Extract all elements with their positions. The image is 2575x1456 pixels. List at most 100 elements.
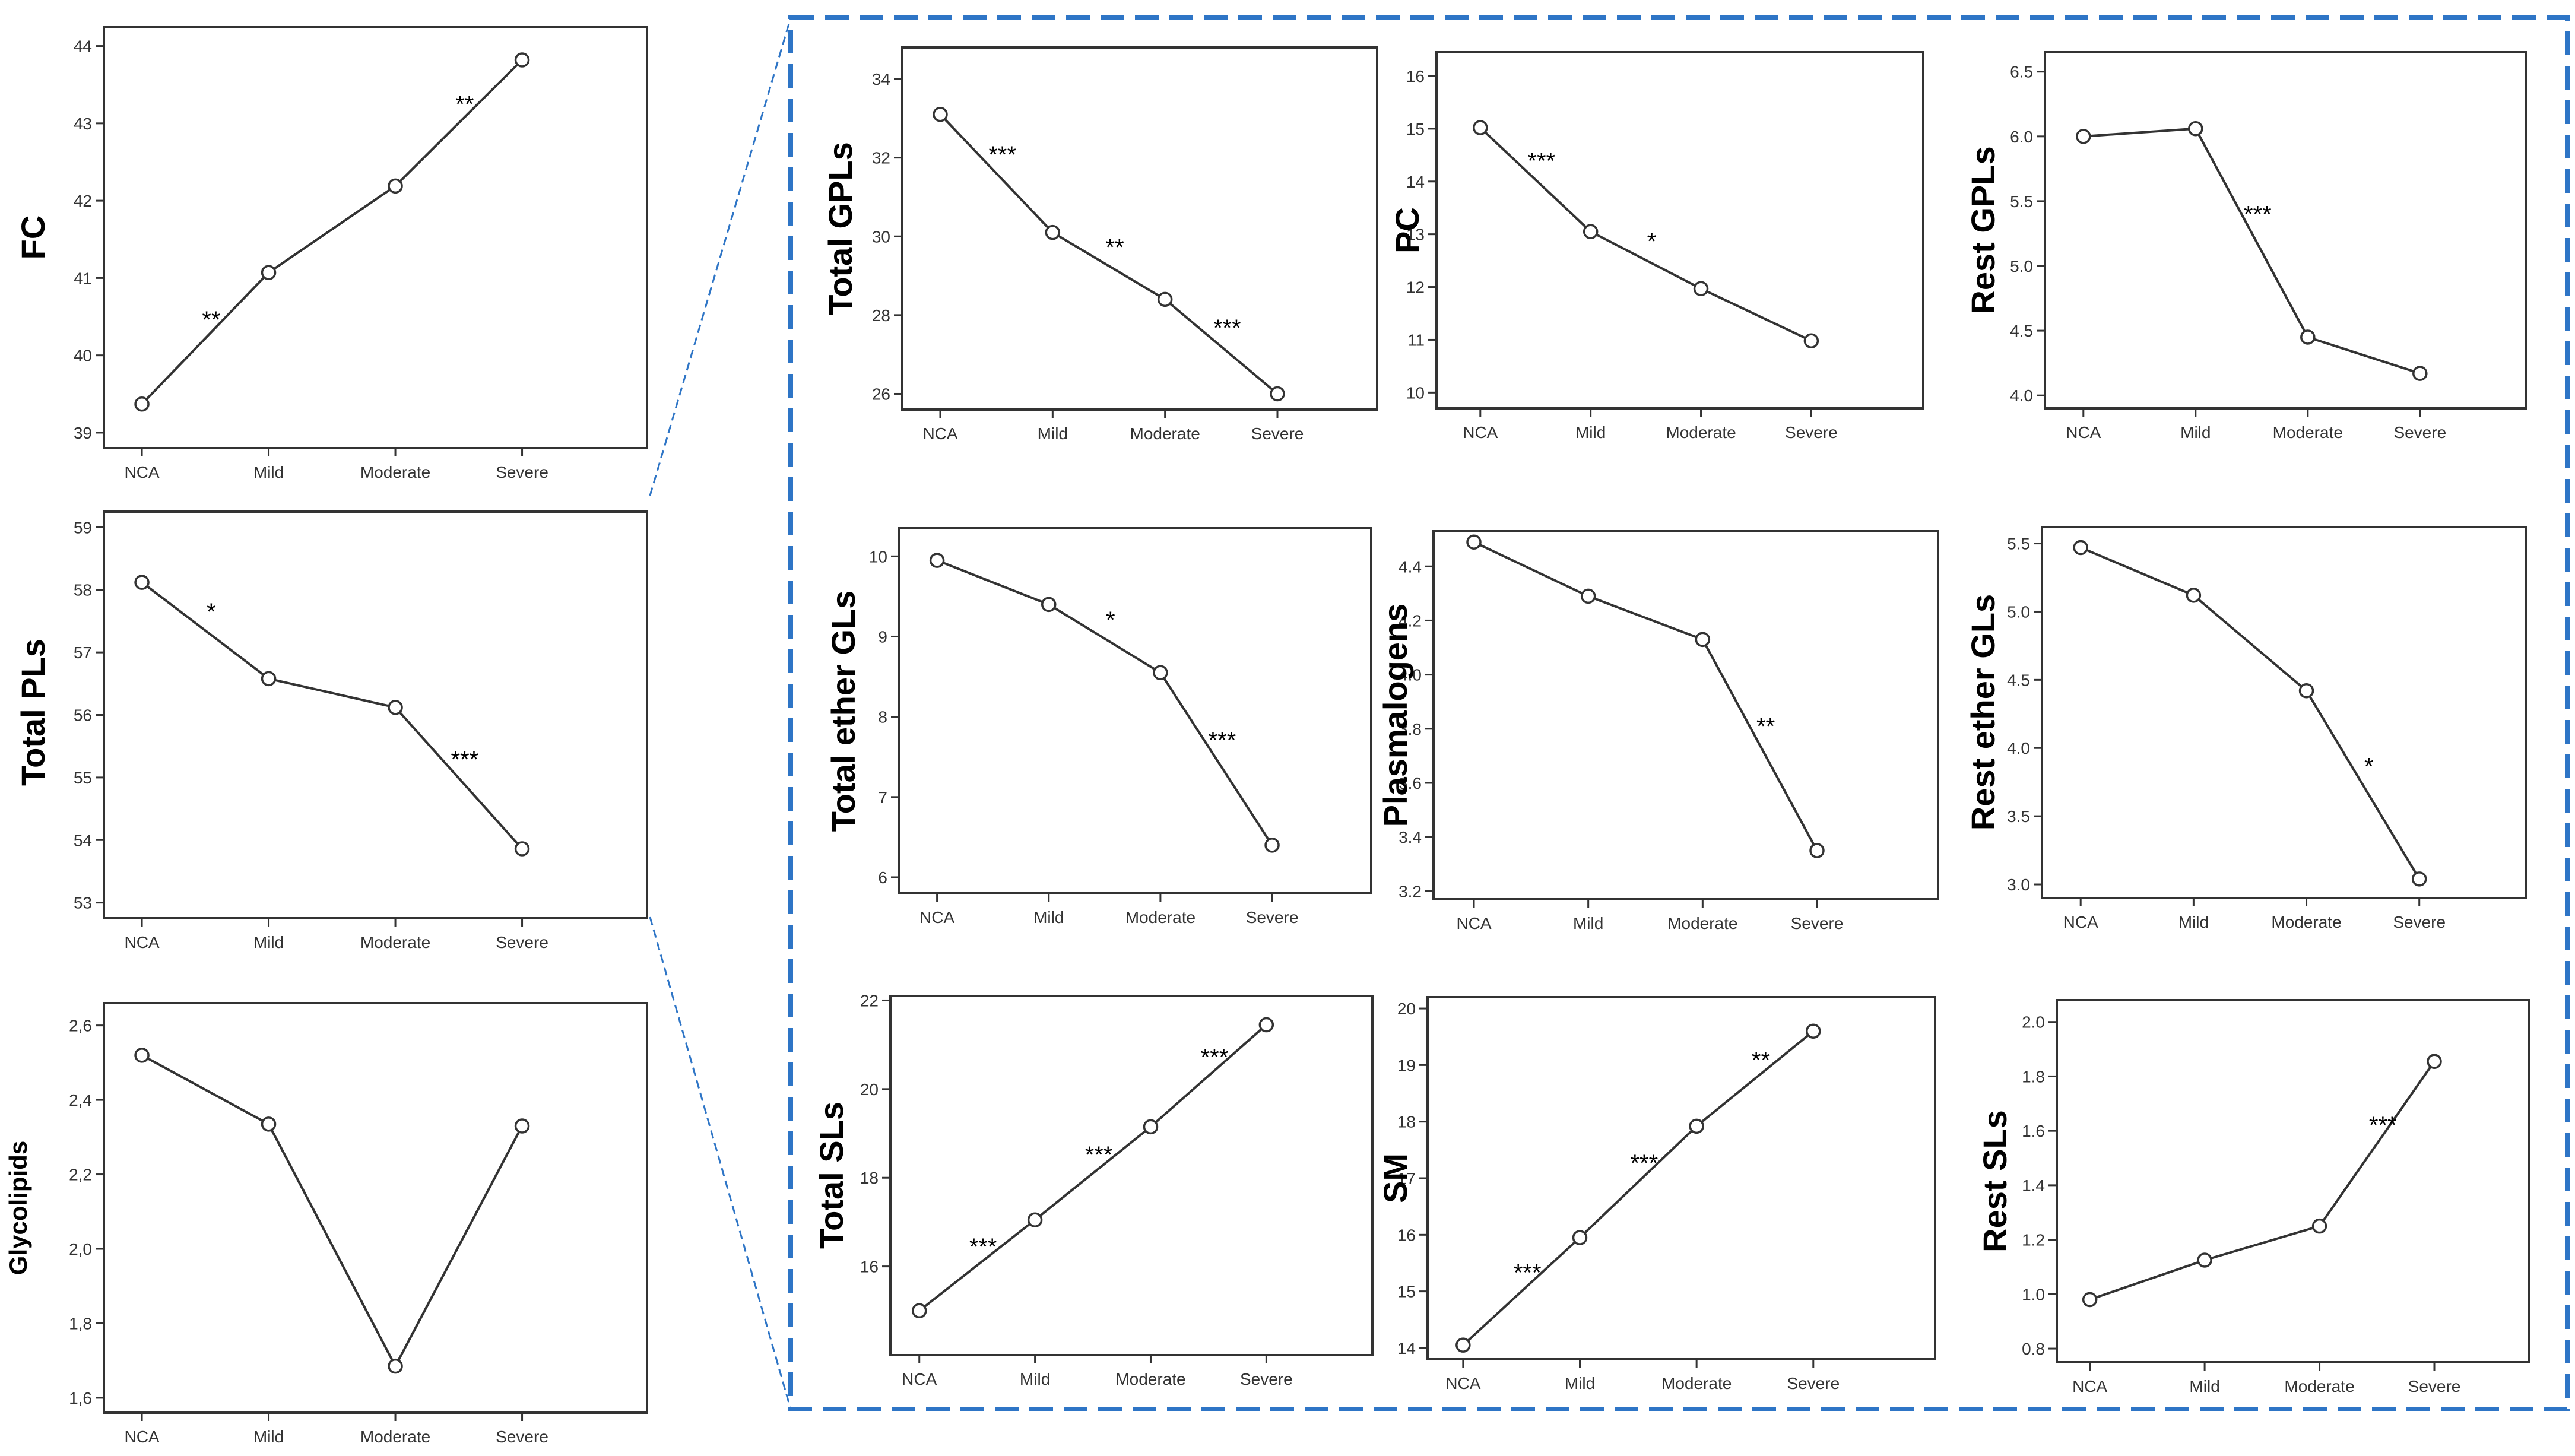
significance-label: *** [988, 142, 1016, 168]
data-point [1695, 632, 1711, 648]
y-tick-label: 2,6 [69, 1017, 92, 1035]
y-tick-label: 20 [1397, 1000, 1416, 1018]
significance-label: *** [1085, 1142, 1113, 1168]
y-axis-label: Total SLs [813, 1102, 850, 1249]
x-tick-label: Mild [253, 1428, 284, 1446]
y-tick-label: 4.0 [1399, 666, 1422, 684]
y-tick-label: 5.0 [2007, 602, 2030, 621]
x-tick-label: NCA [922, 424, 957, 443]
x-tick-label: Moderate [2273, 423, 2343, 442]
y-tick-label: 32 [872, 149, 890, 167]
series-line [2080, 546, 2421, 880]
x-tick-label: NCA [902, 1370, 937, 1388]
series-line [918, 1024, 1267, 1312]
data-point [929, 553, 945, 568]
plot-frame [103, 510, 648, 919]
significance-label: *** [451, 747, 478, 773]
chart-total-sls: 16 18 20 22 NCA Mild Moderate Severe Total SLs **… [813, 991, 1374, 1388]
plot-frame [2044, 51, 2527, 410]
plot-frame [103, 1002, 648, 1414]
significance-label: *** [1514, 1260, 1542, 1286]
chart-rest-sls: 0.8 1.0 1.2 1.4 1.6 1.8 2.0 NCA Mild Moderate Seve… [1976, 999, 2530, 1395]
y-axis-label: Total GPLs [822, 142, 859, 315]
y-tick-label: 19 [1397, 1056, 1416, 1074]
connector-line-bottom [649, 916, 792, 1410]
y-tick-label: 1.6 [2022, 1122, 2045, 1140]
x-tick-label: Moderate [360, 463, 430, 481]
x-tick-label: Mild [1033, 908, 1064, 927]
series-line [1479, 126, 1812, 342]
y-tick-label: 10 [869, 547, 887, 566]
x-tick-label: Severe [1240, 1370, 1293, 1388]
y-axis-label: FC [14, 215, 52, 260]
y-tick-label: 6.5 [2010, 63, 2033, 81]
y-tick-label: 11 [1407, 331, 1425, 349]
y-tick-label: 3.6 [1399, 774, 1422, 792]
data-point [1583, 224, 1599, 239]
significance-label: *** [1209, 728, 1236, 754]
y-axis-label: Rest ether GLs [1964, 594, 2002, 830]
y-tick-label: 7 [878, 788, 887, 807]
significance-label: *** [1213, 315, 1241, 341]
data-point [1473, 120, 1488, 135]
x-tick-label: Mild [1020, 1370, 1050, 1388]
data-point [1572, 1230, 1588, 1245]
data-point [2411, 871, 2427, 887]
y-tick-label: 39 [74, 424, 92, 442]
x-tick-label: Moderate [360, 933, 430, 951]
data-point [911, 1303, 927, 1319]
x-tick-label: NCA [1456, 914, 1491, 932]
y-axis-label: PC [1388, 207, 1426, 253]
data-point [261, 671, 277, 687]
y-axis-label: Glycolipids [4, 1141, 32, 1275]
data-point [1041, 597, 1057, 613]
plot-frame [1435, 51, 1924, 410]
data-point [2298, 683, 2314, 699]
y-axis-label: Rest SLs [1976, 1110, 2013, 1252]
significance-label: *** [1201, 1044, 1229, 1070]
y-tick-label: 10 [1406, 383, 1425, 402]
y-tick-label: 5.5 [2007, 535, 2030, 553]
y-tick-label: 4.5 [2007, 671, 2030, 689]
data-point [514, 841, 530, 857]
data-point [1143, 1119, 1159, 1135]
significance-label: * [2364, 753, 2374, 779]
plot-frame [901, 46, 1378, 411]
y-tick-label: 2,2 [69, 1166, 92, 1184]
plot-frame [1432, 530, 1939, 900]
y-tick-label: 26 [872, 385, 890, 403]
decorations [649, 15, 2570, 1411]
data-point [1045, 224, 1061, 240]
series-line [141, 59, 523, 405]
x-tick-label: Severe [1785, 423, 1838, 442]
x-tick-label: Mild [2189, 1377, 2219, 1395]
y-tick-label: 58 [74, 581, 92, 599]
y-tick-label: 40 [74, 347, 92, 365]
y-axis-label: Total ether GLs [824, 591, 862, 832]
significance-label: *** [1630, 1150, 1658, 1176]
y-tick-label: 0.8 [2022, 1340, 2045, 1358]
significance-label: ** [1105, 234, 1124, 261]
y-tick-label: 1.0 [2022, 1285, 2045, 1303]
y-axis-label: Total PLs [14, 639, 52, 786]
data-point [1027, 1212, 1043, 1227]
data-point [1466, 534, 1482, 550]
x-tick-label: Mild [1573, 914, 1603, 932]
y-tick-label: 16 [860, 1258, 879, 1276]
significance-label: ** [1756, 713, 1775, 740]
x-tick-label: Moderate [1115, 1370, 1185, 1388]
data-point [2188, 120, 2203, 137]
series-line [141, 1054, 524, 1369]
data-point [2076, 129, 2091, 144]
data-point [2082, 1292, 2098, 1308]
connector-line-top [649, 17, 792, 496]
y-tick-label: 30 [872, 227, 890, 246]
y-tick-label: 42 [74, 192, 92, 210]
chart-rest-ether-gls: 3.0 3.5 4.0 4.5 5.0 5.5 NCA Mild Moderate Severe R… [1964, 526, 2527, 931]
x-tick-label: Mild [2178, 913, 2209, 931]
y-tick-label: 5.5 [2010, 192, 2033, 211]
data-point [388, 178, 403, 194]
data-point [1264, 838, 1280, 853]
data-point [1693, 281, 1709, 296]
